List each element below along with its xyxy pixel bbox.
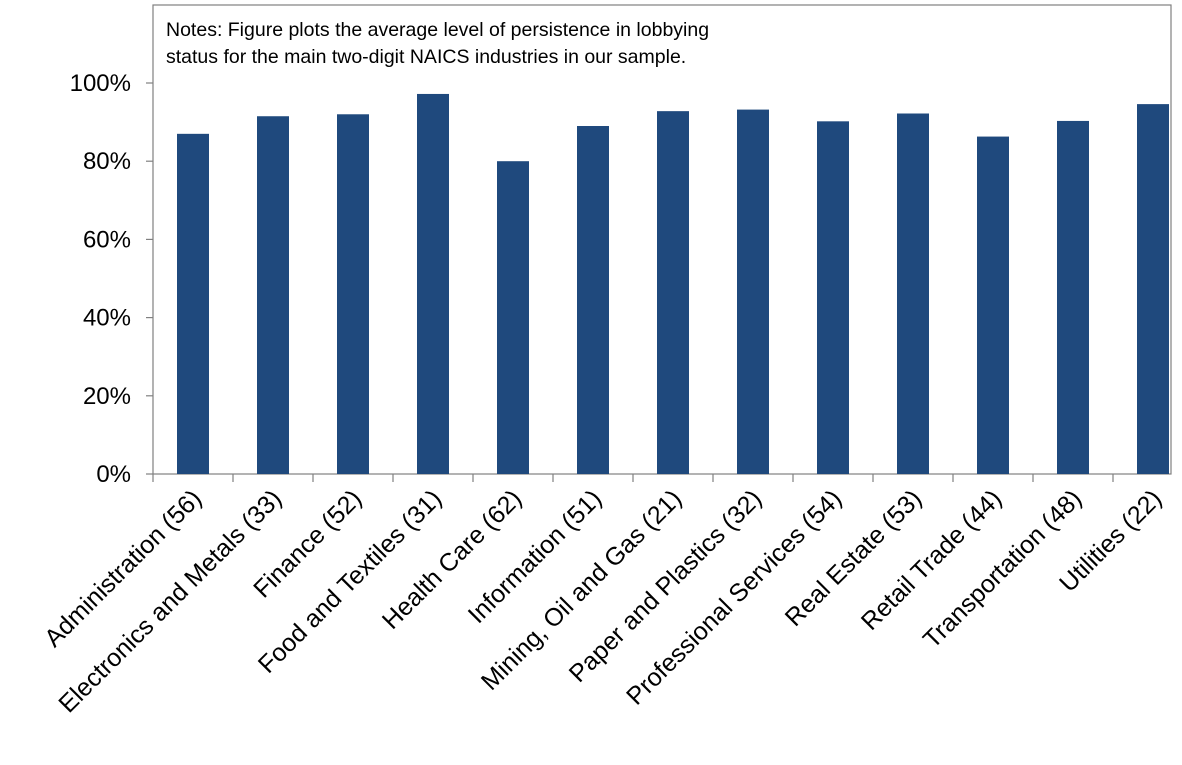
bar bbox=[497, 161, 529, 474]
y-tick-label: 0% bbox=[96, 461, 131, 488]
bar bbox=[817, 121, 849, 475]
bars bbox=[177, 93, 1169, 475]
x-category-label: Health Care (62) bbox=[377, 484, 527, 634]
x-axis: Administration (56)Electronics and Metal… bbox=[39, 474, 1167, 718]
y-axis: 0% 20% 40% 60% 80% 100% bbox=[70, 70, 153, 488]
y-tick-label: 40% bbox=[83, 305, 131, 332]
notes-line-2: status for the main two-digit NAICS indu… bbox=[166, 46, 686, 68]
x-category-label: Information (51) bbox=[463, 484, 608, 629]
bar bbox=[417, 93, 449, 474]
bar bbox=[177, 133, 209, 474]
x-category-label: Retail Trade (44) bbox=[856, 484, 1007, 635]
y-tick-label: 60% bbox=[83, 226, 131, 253]
y-tick-label: 20% bbox=[83, 383, 131, 410]
bar bbox=[337, 114, 369, 474]
bar bbox=[657, 111, 689, 474]
y-tick-label: 100% bbox=[70, 70, 131, 97]
bar bbox=[1137, 104, 1169, 474]
bar bbox=[577, 126, 609, 474]
bar bbox=[257, 116, 289, 475]
y-tick-label: 80% bbox=[83, 148, 131, 175]
x-category-label: Real Estate (53) bbox=[780, 484, 928, 632]
bar bbox=[737, 109, 769, 474]
bar bbox=[897, 113, 929, 475]
bar bbox=[977, 136, 1009, 474]
bar bbox=[1057, 120, 1089, 474]
notes-line-1: Notes: Figure plots the average level of… bbox=[166, 19, 709, 41]
